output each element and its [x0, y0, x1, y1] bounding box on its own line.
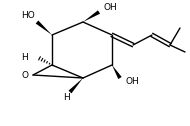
Polygon shape — [83, 10, 100, 22]
Polygon shape — [36, 21, 52, 35]
Text: OH: OH — [104, 4, 118, 12]
Polygon shape — [112, 65, 122, 79]
Polygon shape — [69, 78, 83, 93]
Text: H: H — [63, 92, 69, 102]
Text: OH: OH — [126, 77, 140, 87]
Text: O: O — [21, 71, 28, 81]
Text: H: H — [21, 54, 28, 62]
Text: HO: HO — [21, 11, 35, 21]
